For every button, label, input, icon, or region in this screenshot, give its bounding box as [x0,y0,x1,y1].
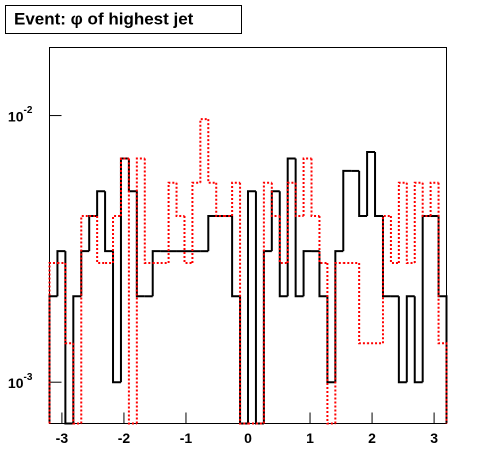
histogram-bin [310,158,320,218]
histogram-bin [127,158,137,425]
histogram-bin [397,296,407,384]
histogram-bin [429,181,439,217]
histogram-bin [278,216,288,264]
histogram-bin [231,216,241,298]
y-tick-label: 10 [8,375,24,391]
histogram-bin [318,216,328,264]
histogram-bin [191,181,201,263]
y-tick-exponent: -2 [24,105,33,116]
histogram-bin [167,181,177,263]
histogram-series [48,118,448,425]
histogram-bin [231,181,241,217]
x-tick-label: -3 [56,430,69,446]
histogram-bin [405,182,415,264]
histogram-bin [421,182,431,218]
histogram-bin [72,343,82,425]
histogram-bin [135,157,145,424]
histogram-bin [112,251,121,384]
histogram-bin [413,181,423,263]
x-tick-label: 1 [306,430,314,446]
histogram-bin [413,296,423,384]
histogram-bin [175,182,185,218]
histogram-bin [183,216,193,264]
histogram-bin [215,182,225,218]
x-tick-label: 2 [368,430,376,446]
histogram-bin [247,190,256,424]
x-tick-label: -2 [118,430,131,446]
histogram-bin [239,182,248,425]
histogram-bin [318,251,328,298]
histogram-bin [80,215,90,424]
histogram-bin [104,191,114,253]
histogram-bin [207,119,217,184]
histogram-bin [278,191,288,298]
histogram-bin [112,215,121,263]
histogram-bin [302,250,312,297]
histogram-bin [270,182,280,218]
histogram-bin [64,262,74,345]
histogram-bin [143,158,153,264]
histogram-bin [207,215,217,252]
histogram-bin [151,250,161,297]
histogram-bin [56,250,66,297]
histogram-bin [302,157,312,217]
x-tick-label: 3 [430,430,438,446]
chart-title: Event: φ of highest jet [14,9,194,28]
histogram-bin [262,181,272,424]
histogram-bin [119,157,129,217]
histogram-bin [286,181,296,263]
y-tick-base: 10 [8,108,24,124]
histogram-bin [374,152,383,218]
histogram-bin [199,118,209,183]
y-tick-base: 10 [8,375,24,391]
histogram-bin [358,262,368,345]
histogram-bin [405,295,415,383]
x-tick-label: 0 [244,430,252,446]
histogram-bin [326,262,336,425]
histogram-bin [358,170,368,218]
histogram-bin [389,216,399,264]
histogram-bin [366,151,376,217]
histogram-bin [381,215,391,344]
histogram-bin [96,216,106,264]
histogram-bin [342,169,352,252]
histogram-bin [294,182,304,218]
y-tick-label: 10 [8,108,24,124]
title-box [5,5,242,34]
histogram-bin [397,181,407,263]
histogram-bin [334,261,344,424]
x-tick-label: -1 [180,430,193,446]
histogram-bin [437,182,448,424]
histogram-bin [96,190,106,217]
y-tick-exponent: -3 [24,372,33,383]
histogram-bin [48,261,58,424]
histogram-bin [48,295,58,424]
